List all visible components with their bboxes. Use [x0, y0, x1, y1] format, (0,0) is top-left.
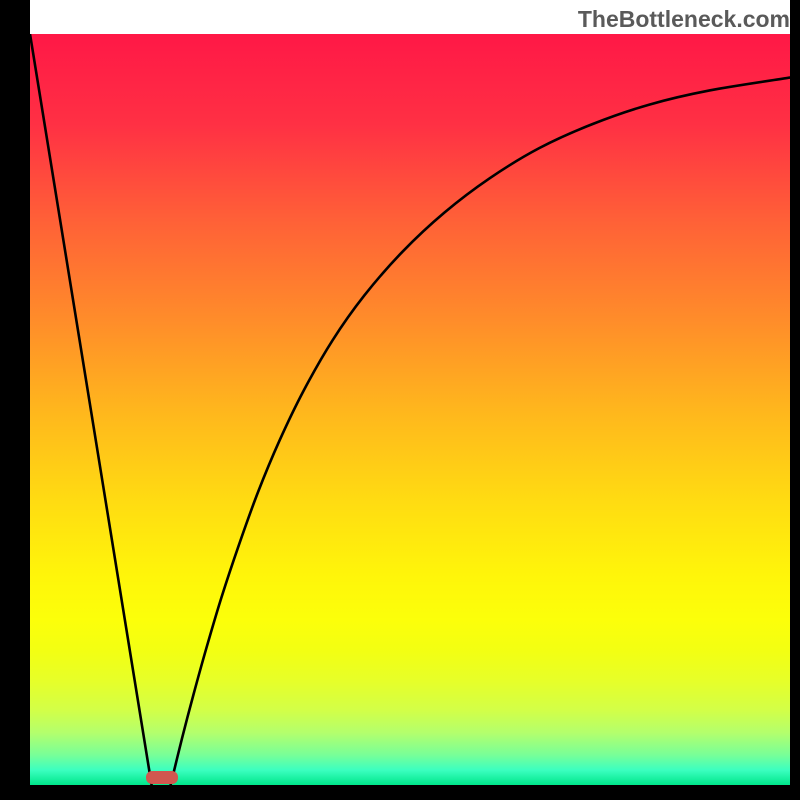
curve-layer: [30, 34, 790, 785]
optimum-marker: [146, 771, 178, 784]
frame-strip: [0, 785, 800, 800]
right-curve: [171, 78, 790, 785]
watermark-text: TheBottleneck.com: [578, 6, 790, 33]
plot-area: [30, 34, 790, 785]
frame-strip: [0, 0, 30, 800]
left-line: [30, 34, 152, 785]
frame-strip: [790, 0, 800, 800]
